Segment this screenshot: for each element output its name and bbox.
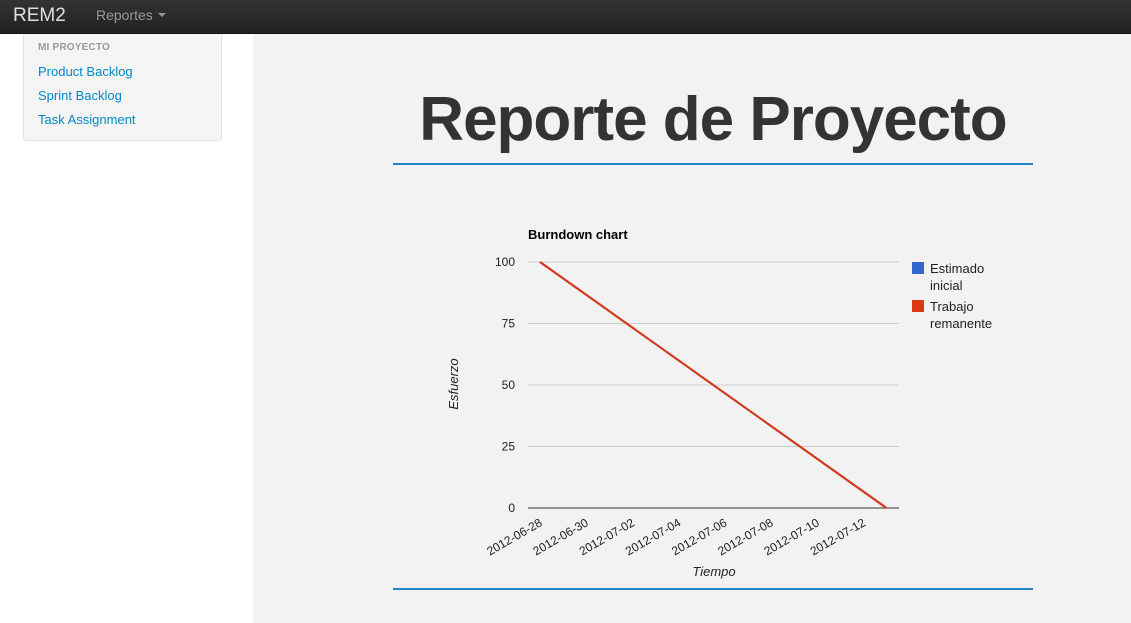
sidebar: MI PROYECTO Product Backlog Sprint Backl…: [23, 34, 222, 141]
top-navbar: REM2 Reportes: [0, 0, 1131, 34]
y-tick-label: 50: [502, 378, 516, 392]
bottom-divider: [393, 588, 1033, 590]
sidebar-link-task-assignment[interactable]: Task Assignment: [38, 112, 136, 127]
reportes-dropdown[interactable]: Reportes: [96, 7, 166, 23]
brand-logo[interactable]: REM2: [13, 5, 66, 26]
legend-label: Estimado inicial: [930, 261, 984, 293]
caret-down-icon: [157, 13, 166, 18]
y-tick-label: 0: [508, 501, 515, 515]
sidebar-header: MI PROYECTO: [38, 42, 111, 53]
x-axis-ticks: 2012-06-282012-06-302012-07-022012-07-04…: [484, 515, 868, 558]
sidebar-link-sprint-backlog[interactable]: Sprint Backlog: [38, 88, 122, 103]
legend-swatch: [912, 300, 924, 312]
x-axis-label: Tiempo: [692, 564, 735, 579]
chart-title: Burndown chart: [528, 227, 628, 242]
sidebar-link-product-backlog[interactable]: Product Backlog: [38, 64, 133, 79]
chart-gridlines: [528, 261, 899, 509]
page-title: Reporte de Proyecto: [419, 85, 1007, 154]
series-line: [539, 261, 888, 509]
main-content: Reporte de Proyecto: [253, 34, 1131, 623]
y-axis-ticks: 0 25 50 75 100: [495, 255, 515, 515]
legend-label: Trabajo remanente: [930, 299, 992, 331]
reportes-dropdown-label: Reportes: [96, 7, 153, 23]
title-divider: [393, 163, 1033, 165]
chart-legend: Estimado inicial Trabajo remanente: [912, 261, 992, 331]
y-tick-label: 25: [502, 440, 516, 454]
chart-series: [539, 261, 888, 509]
y-tick-label: 75: [502, 317, 516, 331]
y-tick-label: 100: [495, 255, 515, 269]
y-axis-label: Esfuerzo: [446, 358, 461, 409]
legend-swatch: [912, 262, 924, 274]
